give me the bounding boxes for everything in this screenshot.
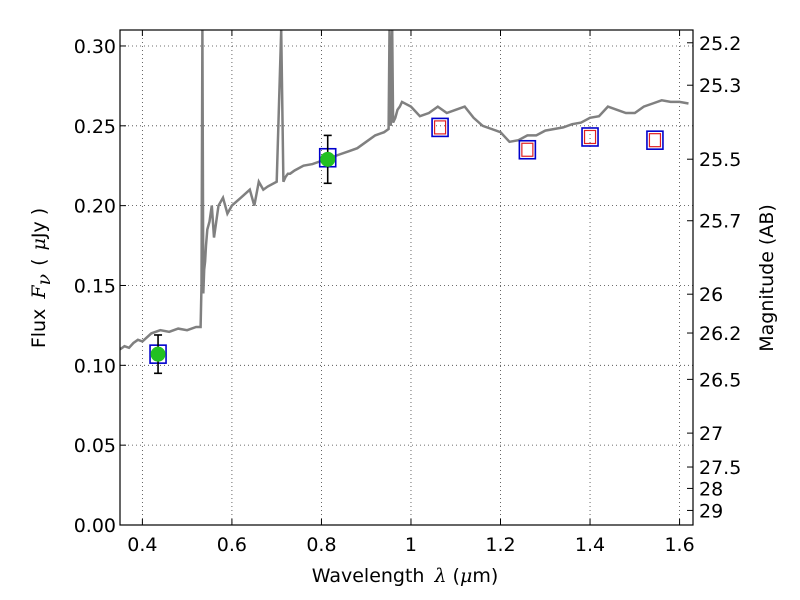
x-tick-label: 1.4 [575, 534, 605, 556]
y-axis-label: FluxFν(μJy ) [28, 208, 55, 348]
sed-model-line [120, 30, 689, 351]
mag-tick-label: 27 [699, 423, 723, 445]
mag-tick-label: 25.3 [699, 75, 741, 97]
mag-tick-label: 25.2 [699, 33, 741, 55]
model-photometry-inner-square [583, 129, 597, 145]
y-tick-label: 0.15 [74, 275, 116, 297]
y-tick-label: 0.00 [74, 515, 116, 537]
y2-axis-label: Magnitude (AB) [756, 204, 778, 352]
photometry-points [149, 117, 664, 375]
model-photometry-inner-square [521, 142, 534, 157]
y-tick-label: 0.20 [74, 196, 116, 218]
mag-tick-label: 26.5 [699, 369, 741, 391]
mag-tick-label: 25.7 [699, 211, 741, 233]
mag-tick-label: 28 [699, 478, 723, 500]
grid [120, 30, 693, 525]
observed-point [150, 346, 166, 362]
model-photometry-square [431, 117, 449, 138]
mag-tick-label: 29 [699, 500, 723, 522]
y-tick-label: 0.30 [74, 36, 116, 58]
model-photometry-inner-square [648, 133, 662, 148]
model-photometry-square [581, 127, 599, 147]
model-photometry-inner-square [433, 120, 447, 135]
mag-tick-label: 25.5 [699, 149, 741, 171]
x-tick-label: 0.4 [127, 534, 157, 556]
x-tick-label: 0.6 [217, 534, 247, 556]
y-tick-label: 0.25 [74, 116, 116, 138]
observed-point [320, 151, 336, 167]
axis-ticks: 0.4 0.6 0.8 1 1.2 1.4 1.6 0.00 0.05 0.10 0.15 0.20 0… [74, 30, 741, 556]
x-axis-label: Wavelength λ (μm) [312, 565, 498, 587]
mag-tick-label: 27.5 [699, 457, 741, 479]
x-tick-label: 1.2 [485, 534, 515, 556]
y-tick-label: 0.10 [74, 355, 116, 377]
plot-frame [119, 29, 694, 526]
x-tick-label: 0.8 [306, 534, 336, 556]
model-photometry-square [646, 130, 664, 150]
series [120, 30, 689, 351]
x-tick-label: 1.6 [664, 534, 694, 556]
y-tick-label: 0.05 [74, 435, 116, 457]
mag-tick-label: 26 [699, 284, 723, 306]
x-tick-label: 1 [405, 534, 417, 556]
model-photometry-square [518, 139, 537, 160]
mag-tick-label: 26.2 [699, 323, 741, 345]
